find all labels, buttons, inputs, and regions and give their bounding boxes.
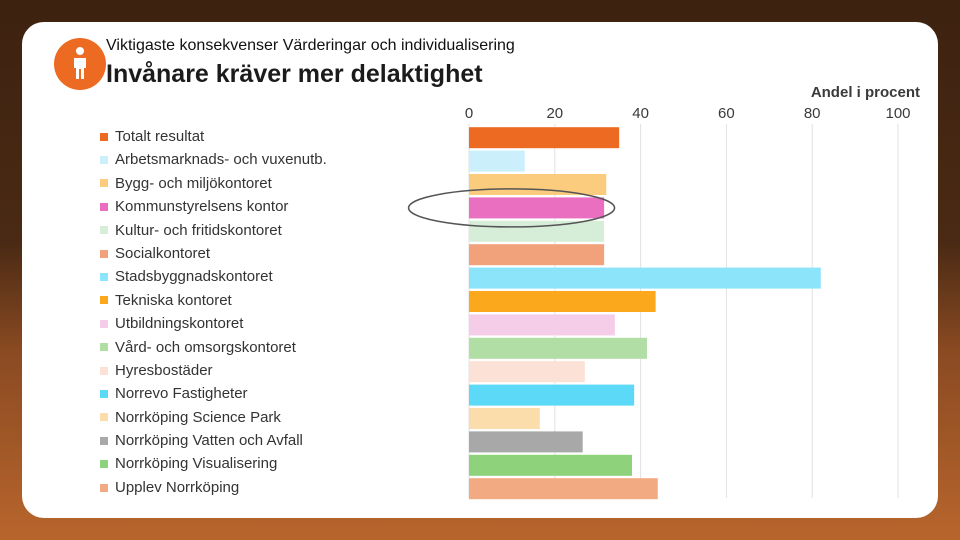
legend-swatch <box>100 389 108 398</box>
legend-swatch <box>100 132 108 141</box>
bar <box>469 244 605 266</box>
highlight-ellipse <box>407 188 616 228</box>
bar <box>469 431 583 453</box>
legend-label: Kommunstyrelsens kontor <box>115 198 289 216</box>
legend-label: Vård- och omsorgskontoret <box>115 338 296 356</box>
legend-swatch <box>100 273 108 282</box>
x-tick-label: 80 <box>804 105 821 122</box>
legend-item: Kommunstyrelsens kontor <box>100 195 327 218</box>
legend-label: Utbildningskontoret <box>115 315 244 333</box>
bar <box>469 478 658 500</box>
x-tick-label: 20 <box>546 105 563 122</box>
bar <box>469 361 585 383</box>
legend-swatch <box>100 156 108 165</box>
legend-label: Kultur- och fritidskontoret <box>115 221 282 239</box>
legend-swatch <box>100 202 108 211</box>
legend-item: Norrköping Visualisering <box>100 452 327 475</box>
legend-swatch <box>100 179 108 188</box>
legend-item: Arbetsmarknads- och vuxenutb. <box>100 148 327 171</box>
legend-label: Bygg- och miljökontoret <box>115 174 272 192</box>
chart-legend: Totalt resultat Arbetsmarknads- och vuxen… <box>100 125 327 499</box>
bar <box>469 267 821 289</box>
legend-swatch <box>100 366 108 375</box>
bar <box>469 197 605 219</box>
slide-card: Viktigaste konsekvenser Värderingar och … <box>22 22 938 518</box>
bar <box>469 454 633 476</box>
axis-unit-label: Andel i procent <box>810 84 920 101</box>
legend-label: Hyresbostäder <box>115 361 213 379</box>
legend-label: Norrköping Science Park <box>115 408 281 426</box>
legend-swatch <box>100 460 108 469</box>
x-tick-label: 0 <box>465 105 473 122</box>
bar <box>469 291 656 312</box>
legend-label: Norrevo Fastigheter <box>115 385 248 403</box>
legend-label: Norrköping Vatten och Avfall <box>115 432 303 450</box>
bar <box>469 337 648 359</box>
person-logo-icon <box>54 38 106 90</box>
bar <box>469 174 607 195</box>
legend-swatch <box>100 249 108 258</box>
bar <box>469 150 525 172</box>
bar-chart: 0 20 40 60 80 100 <box>407 105 911 500</box>
legend-label: Arbetsmarknads- och vuxenutb. <box>115 151 327 169</box>
legend-label: Norrköping Visualisering <box>115 455 278 473</box>
legend-item: Norrköping Vatten och Avfall <box>100 429 327 452</box>
x-tick-label: 100 <box>885 105 910 122</box>
x-tick-label: 40 <box>632 105 649 122</box>
legend-item: Upplev Norrköping <box>100 476 327 499</box>
legend-swatch <box>100 436 108 445</box>
bar <box>469 127 620 149</box>
legend-item: Totalt resultat <box>100 125 327 148</box>
legend-label: Totalt resultat <box>115 128 205 145</box>
legend-swatch <box>100 413 108 422</box>
legend-item: Norrköping Science Park <box>100 406 327 429</box>
x-tick-label: 60 <box>718 105 735 122</box>
slide-title: Invånare kräver mer delaktighet <box>106 60 483 88</box>
bar <box>469 408 540 429</box>
legend-swatch <box>100 226 108 235</box>
legend-label: Stadsbyggnadskontoret <box>115 268 273 286</box>
legend-swatch <box>100 343 108 352</box>
legend-item: Norrevo Fastigheter <box>100 382 327 405</box>
slide-subtitle: Viktigaste konsekvenser Värderingar och … <box>106 37 515 54</box>
legend-label: Upplev Norrköping <box>115 478 240 496</box>
legend-item: Socialkontoret <box>100 242 327 265</box>
legend-item: Stadsbyggnadskontoret <box>100 265 327 288</box>
legend-item: Vård- och omsorgskontoret <box>100 336 327 359</box>
legend-item: Utbildningskontoret <box>100 312 327 335</box>
legend-label: Socialkontoret <box>115 244 211 262</box>
bar <box>469 384 635 406</box>
legend-item: Tekniska kontoret <box>100 289 327 312</box>
legend-label: Tekniska kontoret <box>115 291 232 309</box>
bar <box>469 220 605 242</box>
legend-item: Bygg- och miljökontoret <box>100 172 327 195</box>
bar <box>469 314 615 336</box>
legend-swatch <box>100 483 108 492</box>
legend-swatch <box>100 296 108 305</box>
legend-item: Hyresbostäder <box>100 359 327 382</box>
legend-item: Kultur- och fritidskontoret <box>100 219 327 242</box>
legend-swatch <box>100 319 108 328</box>
